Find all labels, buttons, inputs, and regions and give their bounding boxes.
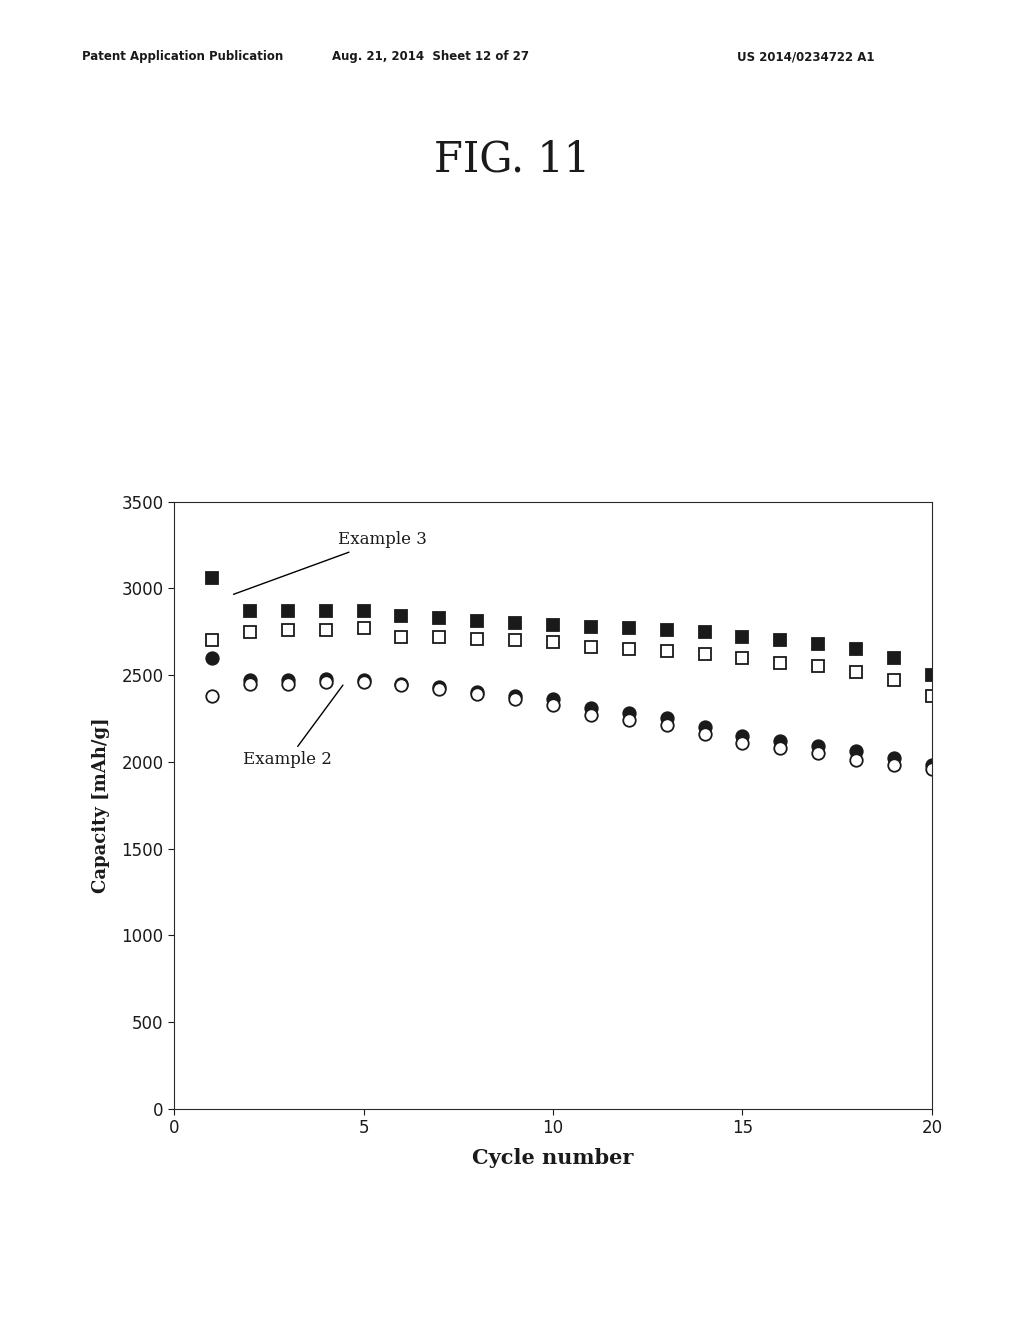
Text: Example 3: Example 3 (233, 532, 427, 594)
Text: FIG. 11: FIG. 11 (434, 139, 590, 181)
Y-axis label: Capacity [mAh/g]: Capacity [mAh/g] (92, 717, 111, 894)
Text: Aug. 21, 2014  Sheet 12 of 27: Aug. 21, 2014 Sheet 12 of 27 (332, 50, 528, 63)
Text: Example 2: Example 2 (244, 685, 343, 768)
X-axis label: Cycle number: Cycle number (472, 1148, 634, 1168)
Text: Patent Application Publication: Patent Application Publication (82, 50, 284, 63)
Text: US 2014/0234722 A1: US 2014/0234722 A1 (737, 50, 874, 63)
